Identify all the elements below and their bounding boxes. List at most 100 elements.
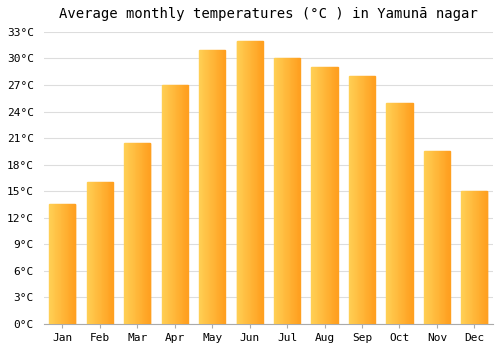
- Bar: [254, 41, 255, 324]
- Bar: [90, 182, 91, 324]
- Bar: [98, 182, 99, 324]
- Bar: [386, 103, 387, 324]
- Bar: [127, 142, 128, 324]
- Bar: [475, 191, 476, 324]
- Bar: [464, 191, 466, 324]
- Bar: [408, 103, 409, 324]
- Bar: [110, 182, 111, 324]
- Bar: [212, 50, 213, 324]
- Bar: [298, 58, 300, 324]
- Bar: [275, 58, 276, 324]
- Bar: [249, 41, 250, 324]
- Bar: [91, 182, 92, 324]
- Bar: [486, 191, 488, 324]
- Bar: [328, 67, 329, 324]
- Bar: [462, 191, 463, 324]
- Bar: [403, 103, 404, 324]
- Bar: [242, 41, 244, 324]
- Bar: [236, 41, 238, 324]
- Bar: [327, 67, 328, 324]
- Bar: [474, 191, 475, 324]
- Bar: [215, 50, 216, 324]
- Bar: [313, 67, 314, 324]
- Bar: [219, 50, 220, 324]
- Bar: [284, 58, 286, 324]
- Bar: [213, 50, 214, 324]
- Bar: [208, 50, 210, 324]
- Bar: [360, 76, 361, 324]
- Bar: [70, 204, 71, 324]
- Bar: [93, 182, 94, 324]
- Bar: [130, 142, 131, 324]
- Bar: [201, 50, 202, 324]
- Bar: [180, 85, 181, 324]
- Bar: [323, 67, 324, 324]
- Bar: [96, 182, 97, 324]
- Bar: [279, 58, 280, 324]
- Bar: [337, 67, 338, 324]
- Bar: [349, 76, 350, 324]
- Bar: [400, 103, 401, 324]
- Bar: [437, 151, 438, 324]
- Bar: [99, 182, 100, 324]
- Bar: [293, 58, 294, 324]
- Bar: [404, 103, 406, 324]
- Bar: [136, 142, 138, 324]
- Bar: [469, 191, 470, 324]
- Bar: [394, 103, 395, 324]
- Bar: [62, 204, 64, 324]
- Bar: [141, 142, 142, 324]
- Bar: [389, 103, 390, 324]
- Bar: [100, 182, 102, 324]
- Bar: [165, 85, 166, 324]
- Bar: [367, 76, 368, 324]
- Bar: [106, 182, 107, 324]
- Bar: [362, 76, 363, 324]
- Title: Average monthly temperatures (°C ) in Yamunā nagar: Average monthly temperatures (°C ) in Ya…: [59, 7, 478, 21]
- Bar: [145, 142, 146, 324]
- Bar: [244, 41, 246, 324]
- Bar: [57, 204, 58, 324]
- Bar: [470, 191, 471, 324]
- Bar: [312, 67, 313, 324]
- Bar: [435, 151, 436, 324]
- Bar: [409, 103, 410, 324]
- Bar: [278, 58, 279, 324]
- Bar: [253, 41, 254, 324]
- Bar: [361, 76, 362, 324]
- Bar: [97, 182, 98, 324]
- Bar: [369, 76, 370, 324]
- Bar: [72, 204, 73, 324]
- Bar: [440, 151, 442, 324]
- Bar: [320, 67, 321, 324]
- Bar: [206, 50, 207, 324]
- Bar: [148, 142, 150, 324]
- Bar: [429, 151, 430, 324]
- Bar: [276, 58, 278, 324]
- Bar: [184, 85, 185, 324]
- Bar: [411, 103, 412, 324]
- Bar: [247, 41, 248, 324]
- Bar: [178, 85, 179, 324]
- Bar: [131, 142, 132, 324]
- Bar: [258, 41, 259, 324]
- Bar: [484, 191, 485, 324]
- Bar: [353, 76, 354, 324]
- Bar: [480, 191, 482, 324]
- Bar: [424, 151, 426, 324]
- Bar: [241, 41, 242, 324]
- Bar: [174, 85, 176, 324]
- Bar: [58, 204, 59, 324]
- Bar: [364, 76, 366, 324]
- Bar: [182, 85, 184, 324]
- Bar: [142, 142, 144, 324]
- Bar: [482, 191, 483, 324]
- Bar: [186, 85, 187, 324]
- Bar: [60, 204, 62, 324]
- Bar: [483, 191, 484, 324]
- Bar: [282, 58, 284, 324]
- Bar: [294, 58, 295, 324]
- Bar: [363, 76, 364, 324]
- Bar: [200, 50, 201, 324]
- Bar: [432, 151, 434, 324]
